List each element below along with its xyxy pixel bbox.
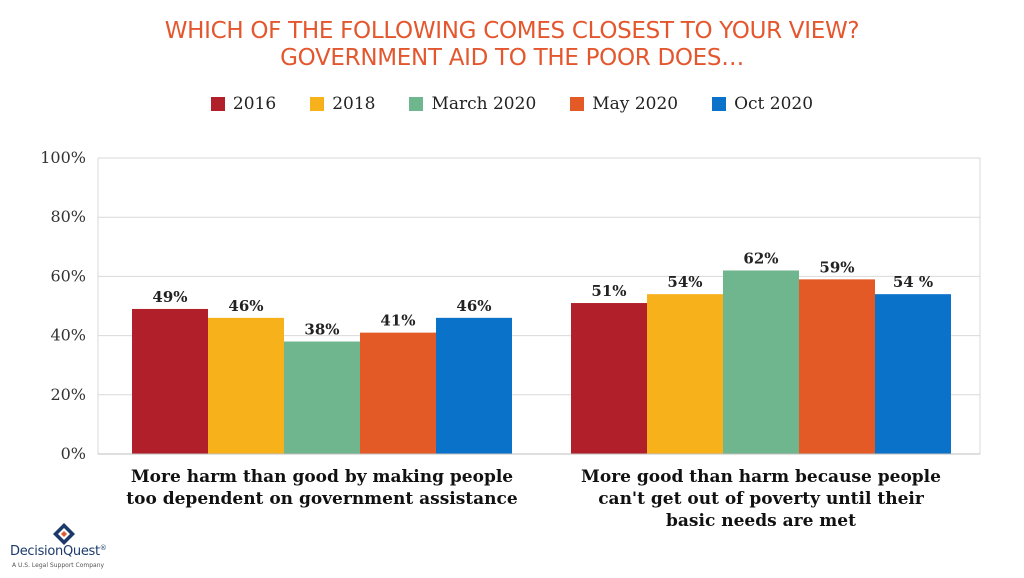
category-label-harm: More harm than good by making people too… [92,466,552,510]
legend-item-march-2020: March 2020 [409,94,536,114]
legend-swatch-oct-2020 [712,97,727,111]
legend-item-oct-2020: Oct 2020 [712,94,813,114]
logo-tagline: A U.S. Legal Support Company [12,562,105,569]
legend-swatch-may-2020 [570,97,585,111]
logo-name: DecisionQuest [10,544,100,559]
legend-label-oct-2020: Oct 2020 [734,94,814,114]
y-tick-label: 60% [50,266,86,285]
category-label-good-line-1: More good than harm because people [581,467,941,487]
bar [571,303,647,454]
legend-label-2016: 2016 [232,94,277,114]
category-label-good-line-2: can't get out of poverty until their [598,489,924,509]
bar [436,317,512,454]
category-label-good-line-3: basic needs are met [666,511,856,531]
data-label: 54 % [893,273,933,291]
bar [360,332,436,454]
category-label-harm-line-2: too dependent on government assistance [126,489,518,509]
y-tick-label: 0% [61,444,86,463]
legend-label-2018: 2018 [332,94,376,114]
legend-swatch-2016 [210,97,225,111]
y-tick-label: 80% [50,207,86,226]
legend: 2016 2018 March 2020 May 2020 Oct 2020 [0,94,1024,114]
chart-title-line-1: WHICH OF THE FOLLOWING COMES CLOSEST TO … [164,18,860,44]
bar [799,279,875,454]
legend-swatch-march-2020 [409,97,424,111]
data-label: 54% [667,273,702,291]
bar [284,341,360,454]
y-tick-label: 100% [40,148,86,167]
company-logo: DecisionQuest® A U.S. Legal Support Comp… [10,522,130,574]
legend-label-may-2020: May 2020 [592,94,679,114]
legend-item-2018: 2018 [310,94,375,114]
bar [647,294,723,454]
data-label: 62% [743,249,778,267]
data-label: 49% [152,288,187,306]
bar [208,317,284,454]
logo-trademark: ® [99,544,107,552]
category-label-harm-line-1: More harm than good by making people [130,467,514,487]
category-label-good: More good than harm because people can't… [531,466,991,532]
data-label: 59% [819,258,854,276]
bar [875,294,951,454]
data-label: 38% [304,321,339,339]
data-label: 51% [591,282,626,300]
legend-item-2016: 2016 [210,94,277,114]
data-label: 46% [228,297,263,315]
decisionquest-logo-icon [53,523,75,545]
chart-title-line-2: GOVERNMENT AID TO THE POOR DOES… [280,45,744,71]
y-tick-label: 40% [50,326,86,345]
data-label: 46% [456,297,491,315]
bar [132,308,208,454]
bar [723,270,799,454]
y-tick-label: 20% [50,385,86,404]
data-label: 41% [380,312,415,330]
legend-label-march-2020: March 2020 [431,94,537,114]
legend-swatch-2018 [310,97,325,111]
legend-item-may-2020: May 2020 [570,94,678,114]
